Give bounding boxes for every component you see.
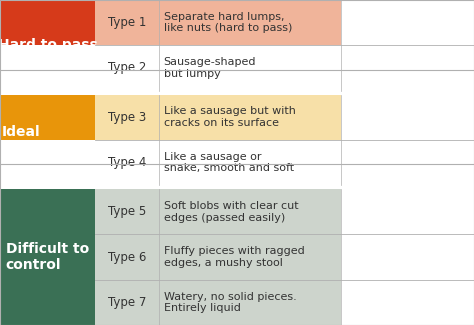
Bar (341, 0, 474, 91)
Bar (95, 0, 341, 91)
Bar (0, 0, 95, 91)
Text: Type 2: Type 2 (108, 61, 146, 74)
Bar (0, 140, 474, 189)
Text: Hard to pass: Hard to pass (0, 38, 97, 52)
Text: Difficult to
control: Difficult to control (6, 242, 89, 272)
Text: Type 7: Type 7 (108, 296, 146, 309)
Text: Sausage-shaped
but lumpy: Sausage-shaped but lumpy (164, 57, 256, 79)
Bar (95, 189, 341, 325)
Text: Watery, no solid pieces.
Entirely liquid: Watery, no solid pieces. Entirely liquid (164, 292, 296, 313)
Bar (341, 95, 474, 185)
Bar (0, 95, 95, 185)
Text: Type 5: Type 5 (108, 205, 146, 218)
Bar (95, 95, 341, 185)
Bar (0, 45, 474, 95)
Text: Type 3: Type 3 (108, 111, 146, 124)
Text: Type 4: Type 4 (108, 156, 146, 169)
Text: Ideal
consistency: Ideal consistency (1, 125, 93, 155)
Bar (341, 189, 474, 325)
Text: Type 6: Type 6 (108, 251, 146, 264)
Text: Soft blobs with clear cut
edges (passed easily): Soft blobs with clear cut edges (passed … (164, 201, 298, 223)
Text: Like a sausage or
snake, smooth and soft: Like a sausage or snake, smooth and soft (164, 152, 294, 173)
Text: Separate hard lumps,
like nuts (hard to pass): Separate hard lumps, like nuts (hard to … (164, 12, 292, 33)
Text: Type 1: Type 1 (108, 16, 146, 29)
Bar (0, 189, 95, 325)
Text: Like a sausage but with
cracks on its surface: Like a sausage but with cracks on its su… (164, 106, 295, 128)
Text: Fluffy pieces with ragged
edges, a mushy stool: Fluffy pieces with ragged edges, a mushy… (164, 246, 304, 268)
